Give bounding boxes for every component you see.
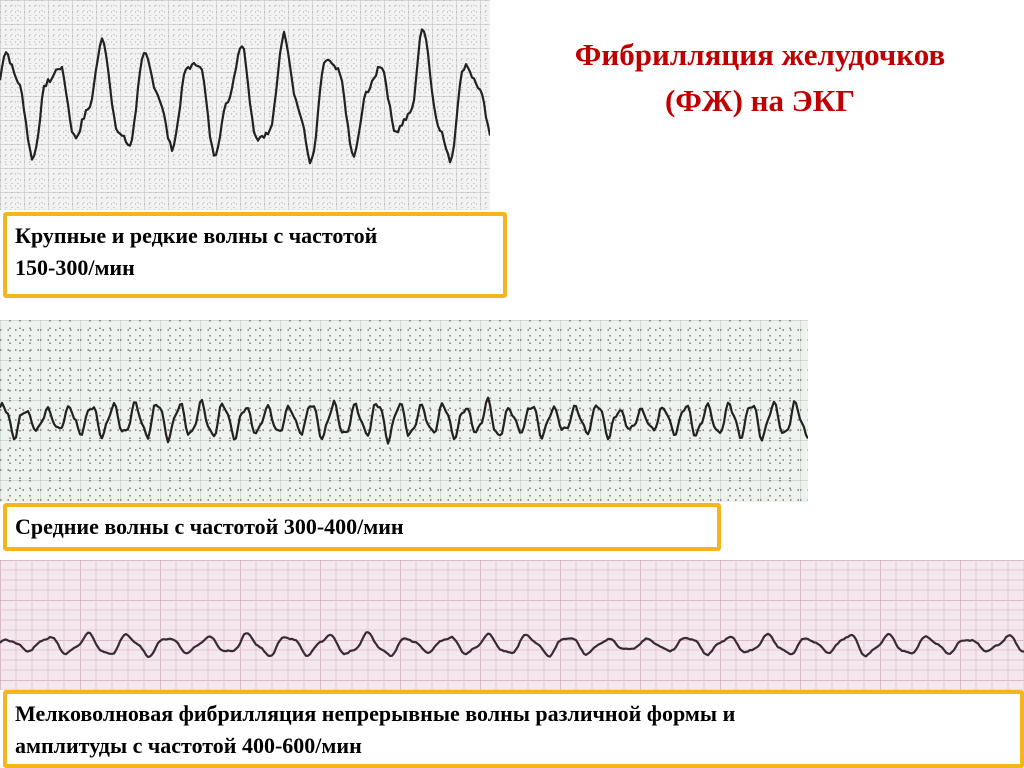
ecg-trace xyxy=(0,631,1024,659)
title-line: Фибрилляция желудочков xyxy=(574,37,946,72)
caption-box: Средние волны с частотой 300-400/мин xyxy=(3,503,721,551)
grid-paper xyxy=(0,560,1024,690)
ecg-strip-small xyxy=(0,560,1024,690)
caption-line: Средние волны с частотой 300-400/мин xyxy=(15,514,404,539)
ecg-trace xyxy=(0,28,490,165)
title-line: (ФЖ) на ЭКГ xyxy=(664,83,855,118)
caption-line: Крупные и редкие волны с частотой xyxy=(15,223,378,248)
caption-line: амплитуды с частотой 400-600/мин xyxy=(15,733,362,758)
ecg-strip-medium xyxy=(0,320,808,502)
caption-box: Мелковолновая фибрилляция непрерывные во… xyxy=(3,690,1024,768)
caption-box: Крупные и редкие волны с частотой 150-30… xyxy=(3,212,507,298)
grid-paper xyxy=(0,0,490,210)
caption-line: 150-300/мин xyxy=(15,255,135,280)
ecg-trace xyxy=(0,396,808,445)
ecg-strip-large xyxy=(0,0,490,210)
slide-title: Фибрилляция желудочков (ФЖ) на ЭКГ xyxy=(500,32,1020,124)
caption-line: Мелковолновая фибрилляция непрерывные во… xyxy=(15,701,736,726)
